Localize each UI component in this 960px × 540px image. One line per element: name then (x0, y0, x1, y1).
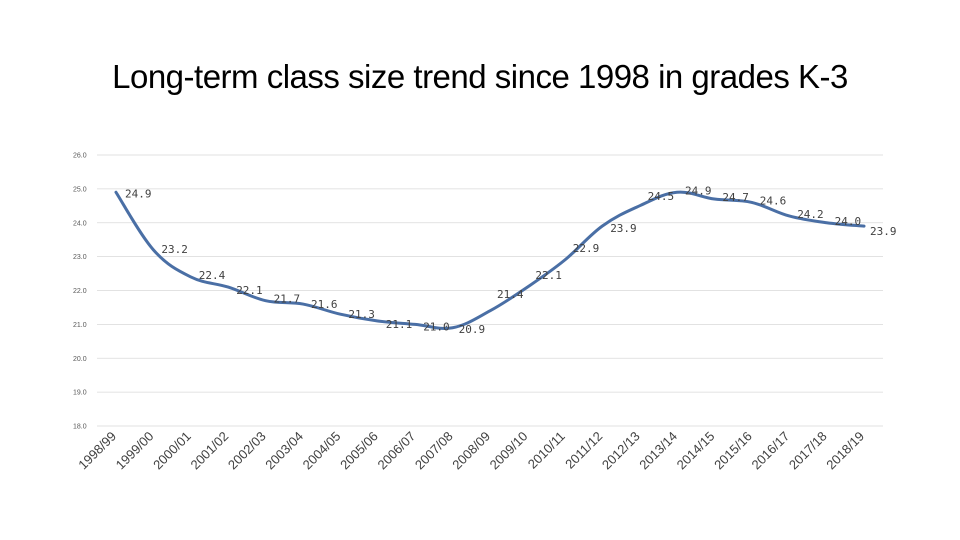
x-tick-label: 2010/11 (525, 429, 568, 472)
x-tick-label: 2014/15 (674, 429, 718, 473)
data-point (563, 258, 566, 262)
y-axis-ticks: 18.0 19.0 20.0 21.0 22.0 23.0 24.0 25.0 26.0 (73, 153, 87, 431)
data-point (601, 224, 604, 228)
data-label: 24.9 (125, 187, 152, 200)
x-tick-label: 2007/08 (412, 429, 456, 473)
x-tick-label: 2009/10 (487, 429, 531, 473)
x-tick-label: 2008/09 (449, 429, 493, 473)
y-tick-label: 23.0 (73, 254, 87, 261)
data-point (339, 313, 342, 316)
data-label: 20.9 (459, 323, 486, 336)
x-tick-label: 2000/01 (150, 429, 194, 473)
data-label: 24.2 (797, 208, 824, 221)
data-label: 24.6 (760, 194, 787, 207)
x-tick-label: 2003/04 (262, 429, 306, 473)
data-label: 21.7 (274, 293, 301, 306)
data-point (376, 319, 379, 323)
data-label: 23.2 (161, 243, 188, 256)
x-tick-label: 2016/17 (748, 429, 792, 473)
x-tick-label: 1998/99 (75, 429, 119, 473)
data-label: 21.0 (423, 320, 450, 333)
y-tick-label: 25.0 (73, 186, 87, 193)
x-tick-label: 2006/07 (374, 429, 418, 473)
data-point (451, 326, 454, 329)
x-tick-label: 1999/00 (113, 429, 157, 473)
data-label: 24.7 (722, 191, 749, 204)
data-labels: 24.9 23.2 22.4 22.1 21.7 21.6 21.3 21.1 21.0 20.9… (125, 184, 897, 336)
data-label: 22.4 (199, 269, 226, 282)
data-label: 21.6 (311, 298, 338, 311)
x-tick-label: 2017/18 (786, 429, 830, 473)
y-tick-label: 26.0 (73, 153, 87, 160)
x-tick-label: 2012/13 (599, 429, 643, 473)
data-point (114, 191, 118, 194)
data-point (152, 248, 155, 252)
series-group (114, 190, 866, 330)
x-tick-label: 2005/06 (337, 429, 381, 473)
data-label: 21.4 (497, 288, 524, 301)
x-axis-ticks: 1998/991999/002000/012001/022002/032003/… (75, 429, 867, 473)
y-tick-label: 22.0 (73, 288, 87, 295)
series-line (114, 190, 866, 330)
data-point (675, 191, 679, 194)
x-tick-label: 2002/03 (225, 429, 269, 473)
data-label: 22.9 (573, 242, 600, 255)
y-tick-label: 19.0 (73, 390, 87, 397)
x-tick-label: 2015/16 (711, 429, 755, 473)
data-point (488, 309, 492, 313)
x-tick-label: 2013/14 (636, 429, 680, 473)
data-point (526, 285, 529, 289)
data-label: 21.1 (386, 318, 413, 331)
data-point (713, 197, 716, 201)
y-tick-label: 21.0 (73, 322, 87, 329)
data-label: 22.1 (535, 269, 562, 282)
data-label: 23.9 (610, 222, 637, 235)
data-label: 24.9 (685, 184, 712, 197)
y-tick-label: 24.0 (73, 220, 87, 227)
y-tick-label: 20.0 (73, 356, 87, 363)
data-point (750, 201, 753, 204)
data-point (862, 224, 866, 228)
data-point (189, 275, 192, 279)
data-point (825, 221, 828, 224)
x-tick-label: 2011/12 (562, 429, 605, 472)
data-point (788, 214, 791, 218)
x-tick-label: 2018/19 (823, 429, 867, 473)
gridlines (97, 154, 883, 427)
data-point (227, 285, 230, 289)
data-point (264, 299, 267, 302)
data-point (301, 302, 305, 306)
data-label: 22.1 (236, 284, 263, 297)
data-label: 23.9 (870, 225, 897, 238)
chart-title: Long-term class size trend since 1998 in… (112, 58, 848, 95)
data-point (414, 323, 417, 326)
data-label: 24.0 (835, 215, 862, 228)
data-point (638, 204, 641, 208)
x-tick-label: 2004/05 (300, 429, 344, 473)
x-tick-label: 2001/02 (187, 429, 231, 473)
y-tick-label: 18.0 (73, 424, 87, 431)
data-label: 21.3 (348, 308, 375, 321)
data-label: 24.5 (648, 190, 675, 203)
